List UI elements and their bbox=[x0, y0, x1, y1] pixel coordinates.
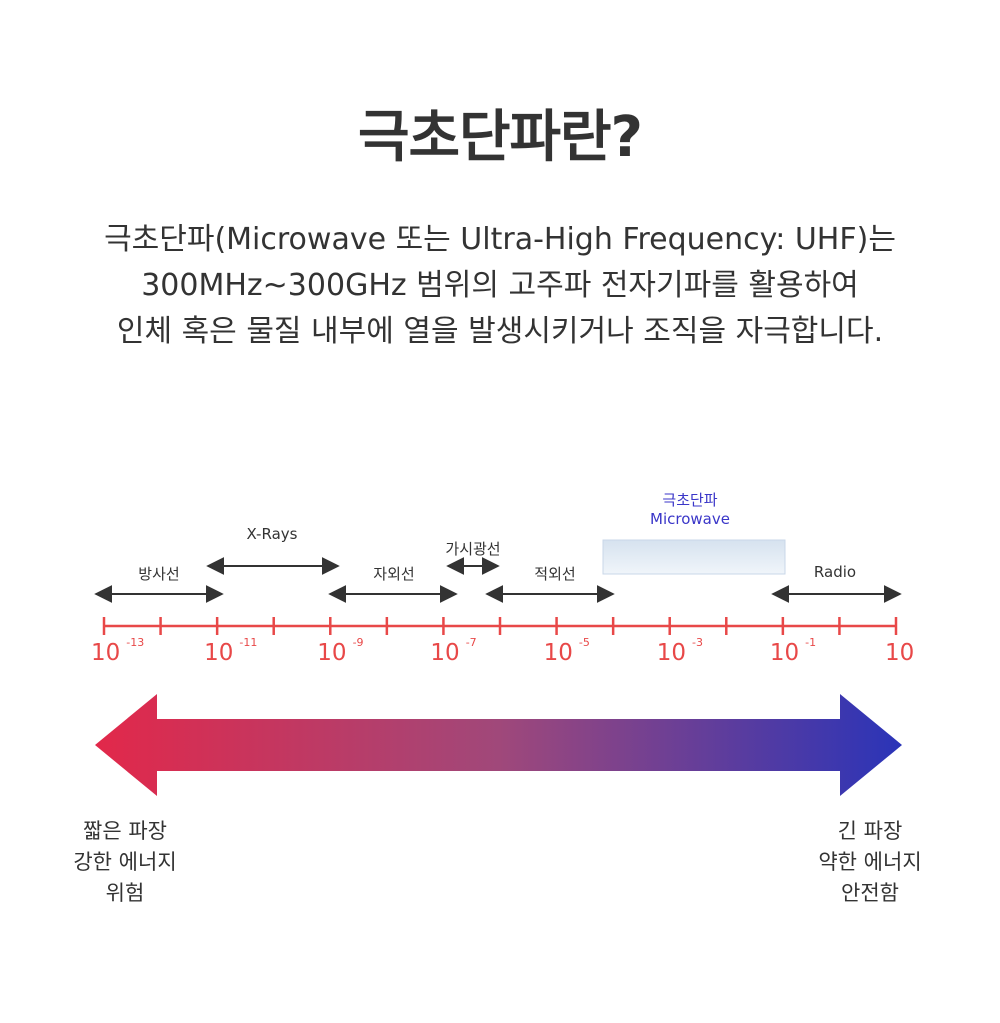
right-end-line-1: 긴 파장 bbox=[837, 819, 903, 843]
band-label-uv: 자외선 bbox=[373, 565, 415, 583]
description-line-3: 인체 혹은 물질 내부에 열을 발생시키거나 조직을 자극합니다. bbox=[116, 314, 884, 349]
tick-label: 10 -9 bbox=[317, 636, 364, 666]
description-line-2: 300MHz~300GHz 범위의 고주파 전자기파를 활용하여 bbox=[141, 268, 859, 303]
right-end-line-2: 약한 에너지 bbox=[818, 850, 922, 874]
left-end-line-2: 강한 에너지 bbox=[73, 850, 177, 874]
band-label-infrared: 적외선 bbox=[534, 565, 576, 583]
tick-label: 10 -5 bbox=[543, 636, 590, 666]
band-label-xray: X-Rays bbox=[246, 525, 298, 543]
left-end-line-3: 위험 bbox=[105, 881, 145, 905]
microwave-label-en: Microwave bbox=[650, 510, 730, 528]
left-end-caption: 짧은 파장 강한 에너지 위험 bbox=[50, 816, 200, 909]
tick-label: 10 -11 bbox=[204, 636, 258, 666]
tick-label: 10 -7 bbox=[430, 636, 477, 666]
tick-label: 10 -13 bbox=[91, 636, 145, 666]
right-end-line-3: 안전함 bbox=[841, 881, 899, 905]
band-label-visible: 가시광선 bbox=[445, 540, 501, 558]
description-line-1: 극초단파(Microwave 또는 Ultra-High Frequency: … bbox=[104, 222, 896, 257]
right-end-caption: 긴 파장 약한 에너지 안전함 bbox=[795, 816, 945, 909]
tick-label: 10 -1 bbox=[769, 636, 817, 666]
tick-label: 10 bbox=[885, 640, 915, 666]
left-end-line-1: 짧은 파장 bbox=[83, 819, 167, 843]
energy-gradient-arrow bbox=[95, 694, 902, 796]
axis-ticks bbox=[102, 617, 898, 635]
page-title: 극초단파란? bbox=[357, 105, 643, 170]
microwave-band-box bbox=[602, 539, 786, 575]
band-label-gamma: 방사선 bbox=[138, 565, 180, 583]
band-label-radio: Radio bbox=[813, 563, 857, 581]
tick-label: 10 -3 bbox=[656, 636, 703, 666]
microwave-label-ko: 극초단파 bbox=[662, 491, 718, 509]
